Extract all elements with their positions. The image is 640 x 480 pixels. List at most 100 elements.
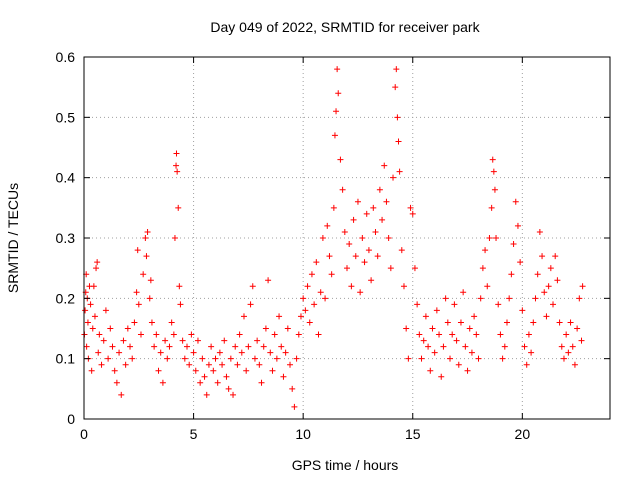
data-point: [523, 361, 530, 368]
data-point: [120, 337, 127, 344]
data-point: [173, 162, 180, 169]
data-point: [560, 355, 567, 362]
data-point: [569, 343, 576, 350]
data-point: [317, 289, 324, 296]
data-point: [405, 355, 412, 362]
data-point: [227, 355, 234, 362]
data-point: [416, 331, 423, 338]
data-point: [565, 349, 572, 356]
data-point: [82, 307, 89, 314]
data-point: [91, 313, 98, 320]
data-point: [451, 301, 458, 308]
data-point: [260, 343, 267, 350]
data-point: [276, 313, 283, 320]
data-point: [269, 367, 276, 374]
data-point: [230, 391, 237, 398]
data-point: [199, 355, 206, 362]
data-point: [322, 295, 329, 302]
data-point: [431, 349, 438, 356]
data-point: [361, 259, 368, 266]
data-point: [468, 349, 475, 356]
data-point: [482, 247, 489, 254]
data-point: [249, 283, 256, 290]
data-point: [491, 186, 498, 193]
data-point: [88, 367, 95, 374]
data-point: [335, 90, 342, 97]
chart-title: Day 049 of 2022, SRMTID for receiver par…: [210, 19, 480, 35]
data-point: [344, 265, 350, 272]
data-point: [563, 331, 570, 338]
data-point: [295, 331, 302, 338]
x-axis-label: GPS time / hours: [292, 457, 399, 473]
data-point: [427, 367, 434, 374]
data-point: [374, 253, 381, 260]
data-point: [576, 295, 583, 302]
data-point: [574, 325, 581, 332]
data-point: [376, 186, 383, 193]
data-point: [457, 319, 464, 326]
data-point: [173, 150, 180, 157]
data-marks: [81, 66, 586, 410]
data-point: [95, 349, 102, 356]
data-point: [93, 265, 100, 272]
data-point: [291, 403, 298, 410]
data-point: [499, 355, 506, 362]
data-point: [247, 301, 254, 308]
data-point: [194, 337, 201, 344]
data-point: [146, 295, 153, 302]
data-point: [124, 325, 131, 332]
data-point: [147, 277, 154, 284]
data-point: [179, 337, 186, 344]
data-point: [444, 319, 451, 326]
data-point: [460, 289, 467, 296]
data-point: [311, 301, 318, 308]
data-point: [545, 283, 552, 290]
data-point: [319, 235, 326, 241]
data-point: [501, 343, 508, 350]
data-point: [411, 265, 418, 272]
data-point: [157, 349, 164, 356]
data-point: [488, 204, 495, 211]
plot-frame: [83, 56, 611, 420]
data-point: [475, 355, 482, 362]
data-point: [534, 271, 541, 278]
data-point: [532, 295, 539, 302]
data-point: [330, 204, 337, 211]
data-point: [181, 355, 188, 362]
data-point: [393, 66, 400, 73]
x-tick-label: 10: [295, 426, 311, 442]
data-point: [96, 331, 103, 338]
data-point: [107, 325, 114, 332]
data-point: [550, 301, 557, 308]
data-point: [442, 295, 449, 302]
data-point: [133, 289, 140, 296]
data-point: [232, 343, 239, 350]
data-point: [262, 325, 269, 332]
data-point: [464, 367, 471, 374]
data-point: [212, 355, 219, 362]
data-point: [536, 228, 543, 235]
data-point: [282, 349, 289, 356]
data-point: [407, 204, 414, 211]
data-point: [267, 349, 274, 356]
data-point: [127, 343, 134, 350]
data-point: [462, 343, 469, 350]
data-point: [471, 313, 478, 320]
data-point: [357, 289, 364, 296]
data-point: [116, 349, 123, 356]
data-point: [284, 325, 291, 332]
data-point: [289, 385, 296, 392]
y-tick-label: 0.1: [56, 351, 76, 367]
data-point: [258, 379, 265, 386]
data-point: [236, 331, 243, 338]
data-point: [433, 307, 440, 314]
data-point: [528, 349, 535, 356]
data-point: [420, 337, 427, 344]
data-point: [346, 241, 353, 248]
data-point: [418, 355, 425, 362]
data-point: [313, 259, 320, 266]
data-point: [334, 66, 341, 73]
data-point: [517, 259, 524, 266]
data-point: [341, 228, 348, 235]
